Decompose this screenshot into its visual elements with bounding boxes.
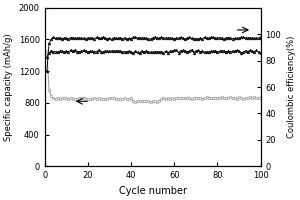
X-axis label: Cycle number: Cycle number bbox=[119, 186, 187, 196]
Y-axis label: Specific capacity (mAh/g): Specific capacity (mAh/g) bbox=[4, 33, 13, 141]
Y-axis label: Coulombic efficiency(%): Coulombic efficiency(%) bbox=[287, 36, 296, 138]
